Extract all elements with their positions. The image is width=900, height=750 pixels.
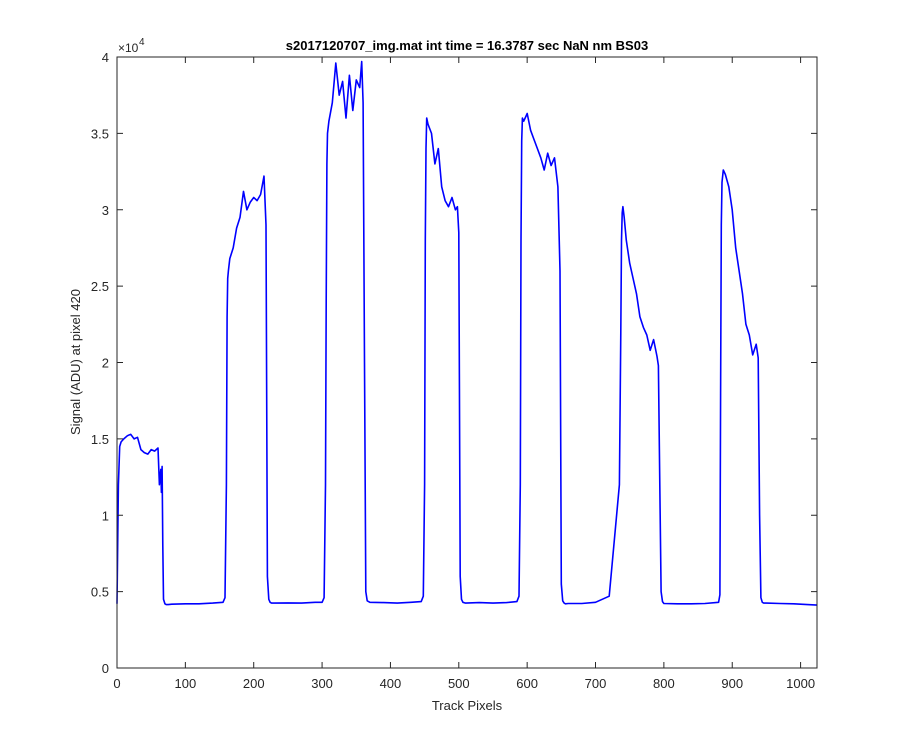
y-axis-exponent: ×10 4 [118,37,145,55]
y-tick-label: 0 [102,661,109,676]
tick-layer: 0 100 200 300 400 500 600 700 800 900 1000 0 0.5 1 1.5… [91,50,817,691]
y-tick-label: 1.5 [91,432,109,447]
y-tick-label: 2.5 [91,279,109,294]
x-tick-label: 600 [516,676,538,691]
x-tick-label: 200 [243,676,265,691]
chart-title: s2017120707_img.mat int time = 16.3787 s… [286,38,648,53]
data-layer [116,60,818,606]
x-tick-label: 400 [380,676,402,691]
y-tick-label: 2 [102,356,109,371]
x-tick-label: 800 [653,676,675,691]
y-tick-label: 4 [102,50,109,65]
plot-border [116,56,818,669]
x-tick-label: 100 [175,676,197,691]
y-tick-label: 3 [102,203,109,218]
y-tick-label: 3.5 [91,126,109,141]
x-tick-label: 900 [721,676,743,691]
y-tick-label: 1 [102,508,109,523]
signal-series-line [116,60,818,606]
x-tick-label: 1000 [786,676,815,691]
x-tick-label: 500 [448,676,470,691]
x-tick-label: 700 [585,676,607,691]
x-tick-label: 300 [311,676,333,691]
plot-area [117,57,817,668]
x-axis-title: Track Pixels [432,698,503,713]
y-tick-label: 0.5 [91,585,109,600]
y-axis-exponent-power: 4 [139,37,145,48]
x-tick-label: 0 [113,676,120,691]
y-axis-exponent-base: ×10 [118,41,139,55]
y-axis-title: Signal (ADU) at pixel 420 [68,289,83,435]
